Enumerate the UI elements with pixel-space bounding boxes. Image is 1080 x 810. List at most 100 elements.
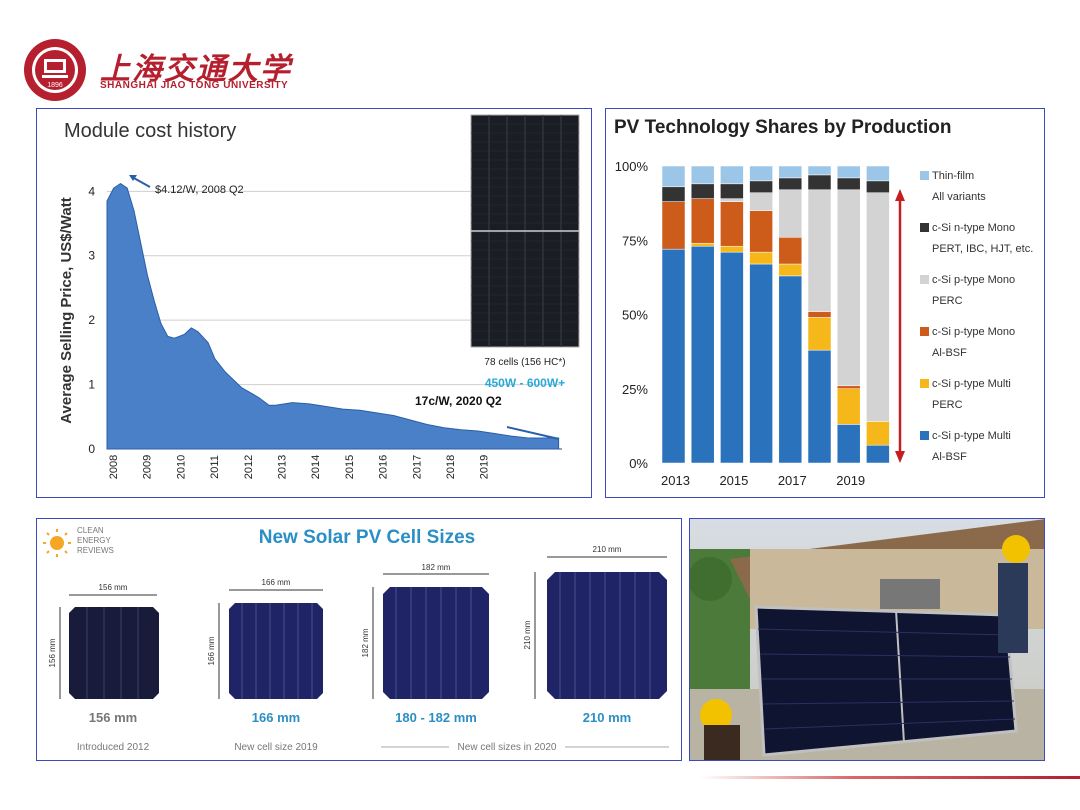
legend-swatch (920, 171, 929, 180)
module-power-range: 450W - 600W+ (485, 376, 565, 390)
bar-segment (778, 237, 803, 265)
legend-label-line1: Thin-film (932, 170, 974, 182)
cell-sizes-title: New Solar PV Cell Sizes (259, 527, 475, 548)
bar-segment (807, 189, 832, 312)
cell-166-width-dim: 166 mm (262, 578, 291, 587)
bar-segment (836, 189, 861, 387)
bar-segment (807, 349, 832, 464)
bar-segment (807, 317, 832, 351)
x-tick-label: 2011 (209, 455, 221, 479)
x-tick-label: 2019 (479, 455, 491, 479)
module-cost-panel: Module cost history 0 1 2 3 4 2008 2009 2010 20… (36, 108, 592, 498)
bar-segment (661, 201, 686, 250)
perc-arrow-head-up (895, 189, 905, 201)
legend-swatch (920, 275, 929, 284)
bar-segment (661, 186, 686, 202)
cell-sizes-panel: CLEAN ENERGY REVIEWS New Solar PV Cell S… (36, 518, 682, 761)
end-annotation: 17c/W, 2020 Q2 (415, 394, 502, 408)
y-tick-label: 75% (622, 233, 648, 248)
bar-segment (866, 192, 890, 422)
cell-156-note: Introduced 2012 (77, 742, 150, 753)
legend-label-line1: c-Si p-type Multi (932, 378, 1011, 390)
legend-label-line1: c-Si p-type Mono (932, 274, 1015, 286)
y-tick-label: 4 (88, 184, 95, 198)
tech-shares-title: PV Technology Shares by Production (614, 117, 951, 138)
module-cost-chart: Module cost history 0 1 2 3 4 2008 2009 2010 20… (58, 114, 580, 479)
bar-segment (720, 183, 744, 199)
legend-label-line1: c-Si n-type Mono (932, 222, 1015, 234)
y-tick-label: 25% (622, 382, 648, 397)
price-area-series (106, 182, 560, 450)
module-caption: 78 cells (156 HC*) (484, 357, 565, 368)
cell-166-note: New cell size 2019 (234, 742, 318, 753)
bar-segment (866, 444, 890, 464)
cell-210-width-dim: 210 mm (593, 545, 622, 554)
university-name-en: SHANGHAI JIAO TONG UNIVERSITY (100, 80, 289, 91)
bar-segment (720, 201, 744, 247)
y-tick-label: 0% (629, 456, 648, 471)
brand-line-2: ENERGY (77, 536, 111, 545)
bar-segment (749, 263, 773, 464)
module-cost-title: Module cost history (64, 120, 236, 142)
bar-segment (778, 263, 803, 277)
bar-segment (720, 251, 744, 464)
x-tick-label: 2015 (719, 473, 748, 488)
bar-segment (720, 198, 744, 202)
legend-label-line1: c-Si p-type Mono (932, 326, 1015, 338)
bar-segment (778, 275, 803, 464)
perc-arrow-head-down (895, 451, 905, 463)
bar-segment (836, 385, 861, 389)
y-tick-label: 2 (88, 313, 95, 327)
bar-segment (836, 165, 861, 179)
x-tick-label: 2017 (411, 455, 423, 479)
y-tick-label: 50% (622, 308, 648, 323)
cell-182-label: 180 - 182 mm (395, 710, 477, 725)
bar-segment (836, 388, 861, 425)
bar-segment (866, 165, 890, 182)
bar-segment (720, 165, 744, 185)
cell-210-height-dim: 210 mm (523, 620, 532, 649)
x-tick-label: 2017 (778, 473, 807, 488)
cell-182-height-dim: 182 mm (361, 628, 370, 657)
x-tick-label: 2014 (310, 455, 322, 479)
y-tick-label: 3 (88, 249, 95, 263)
bar-segment (778, 177, 803, 191)
bar-segment (661, 248, 686, 464)
x-tick-label: 2010 (175, 455, 187, 479)
cell-156-width-dim: 156 mm (99, 583, 128, 592)
legend-label-line2: PERC (932, 399, 963, 411)
bar-segment (749, 251, 773, 265)
cell-210: 210 mm 210 mm 210 mm (523, 545, 667, 725)
bar-segment (866, 180, 890, 193)
cell-210-label: 210 mm (583, 710, 631, 725)
cell-182: 182 mm 182 mm 180 - 182 mm (361, 563, 489, 725)
legend-swatch (920, 379, 929, 388)
bar-segment (690, 165, 715, 185)
cell-156: 156 mm 156 mm 156 mm Introduced 2012 (48, 583, 159, 753)
legend-label-line2: Al-BSF (932, 347, 967, 359)
installers-with-panel-photo (690, 519, 1044, 760)
cell-166-height-dim: 166 mm (207, 636, 216, 665)
x-tick-label: 2012 (243, 455, 255, 479)
shared-note: New cell sizes in 2020 (458, 742, 557, 753)
bar-segment (836, 424, 861, 464)
y-tick-label: 0 (88, 442, 95, 456)
legend-label-line2: PERC (932, 295, 963, 307)
bar-segment (690, 242, 715, 247)
bar-segment (690, 183, 715, 199)
bar-segment (749, 180, 773, 193)
end-annotation-arrow (506, 426, 560, 440)
x-tick-label: 2016 (378, 455, 390, 479)
brand-line-1: CLEAN (77, 526, 104, 535)
x-tick-label: 2019 (836, 473, 865, 488)
x-tick-label: 2009 (142, 455, 154, 479)
sun-logo-icon (43, 529, 71, 557)
legend-swatch (920, 327, 929, 336)
cell-156-label: 156 mm (89, 710, 137, 725)
bar-segment (661, 165, 686, 188)
university-name-cn: 上海交通大学 (100, 52, 292, 87)
peak-annotation-arrow (131, 176, 151, 188)
brand-line-3: REVIEWS (77, 546, 114, 555)
bar-segment (749, 165, 773, 182)
university-seal-logo: 1896 (22, 37, 88, 103)
